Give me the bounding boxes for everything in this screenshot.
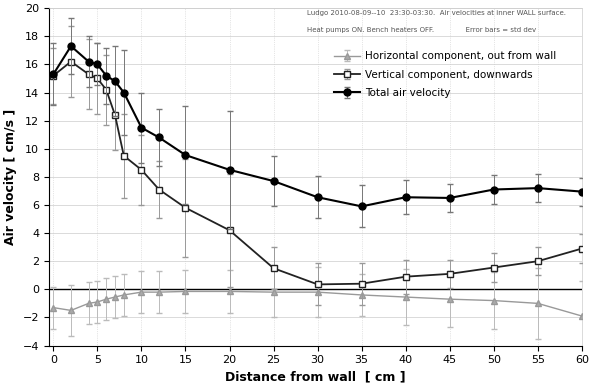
X-axis label: Distance from wall  [ cm ]: Distance from wall [ cm ] — [225, 371, 406, 384]
Y-axis label: Air velocity [ cm/s ]: Air velocity [ cm/s ] — [4, 109, 17, 245]
Text: Heat pumps ON. Bench heaters OFF.              Error bars = std dev: Heat pumps ON. Bench heaters OFF. Error … — [307, 27, 536, 33]
Legend: Horizontal component, out from wall, Vertical component, downwards, Total air ve: Horizontal component, out from wall, Ver… — [330, 47, 561, 102]
Text: Ludgo 2010-08-09--10  23:30-03:30.  Air velocities at inner WALL surface.: Ludgo 2010-08-09--10 23:30-03:30. Air ve… — [307, 10, 567, 16]
